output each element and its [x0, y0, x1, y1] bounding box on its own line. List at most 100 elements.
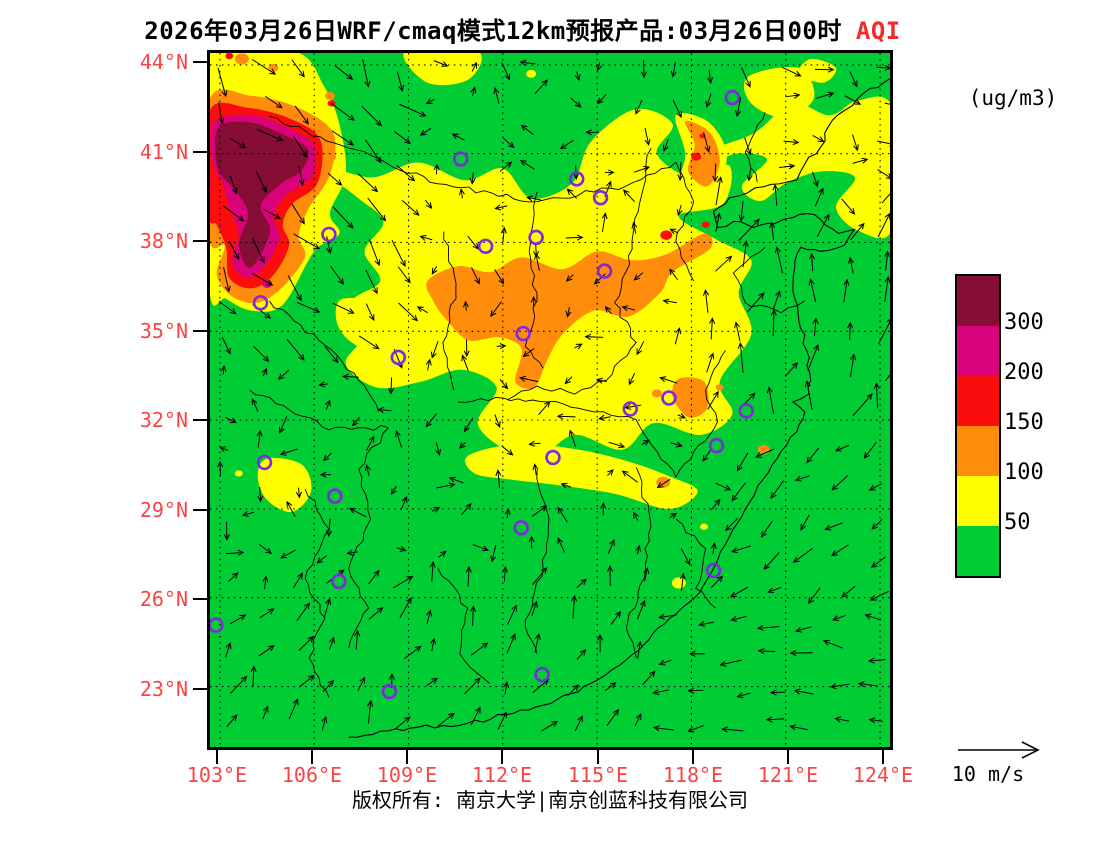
city-marker: [738, 403, 754, 419]
wind-scale-label: 10 m/s: [951, 762, 1025, 786]
lon-tick-label: 124°E: [852, 763, 914, 787]
colorbar-tick-label: 300: [1004, 310, 1044, 335]
aqi-colorbar: [955, 274, 1001, 578]
lon-tick-label: 112°E: [471, 763, 533, 787]
city-marker: [545, 449, 561, 466]
lon-tick: [597, 750, 599, 764]
lat-tick: [193, 61, 207, 63]
aqi-spot-unhealthy: [691, 152, 702, 161]
lon-tick: [406, 750, 408, 764]
aqi-zone-moderate: [257, 457, 312, 513]
colorbar-segment-maroon: [957, 276, 999, 326]
city-marker: [661, 390, 677, 406]
copyright-text: 版权所有: 南京大学|南京创蓝科技有限公司: [351, 788, 749, 812]
aqi-zone-unhealthy-sg: [426, 233, 713, 389]
province-boundary: [675, 161, 695, 282]
province-boundary: [249, 389, 389, 431]
lat-tick: [193, 509, 207, 511]
aqi-zone-moderate: [701, 96, 890, 239]
city-marker: [390, 349, 407, 366]
city-marker: [321, 226, 337, 243]
lat-tick-label: 23°N: [139, 677, 188, 701]
aqi-zone-moderate: [743, 66, 815, 119]
city-marker: [708, 437, 725, 454]
province-boundary: [744, 112, 766, 182]
province-boundary: [269, 300, 379, 413]
lat-tick-label: 38°N: [139, 229, 188, 253]
colorbar-tick-label: 150: [1004, 410, 1044, 435]
aqi-zone-unhealthy-sg: [672, 377, 709, 418]
aqi-zone-moderate: [403, 53, 482, 86]
coastline: [348, 78, 890, 738]
units-label: (ug/m3): [968, 86, 1058, 110]
lat-tick-label: 29°N: [139, 498, 188, 522]
aqi-zone-moderate: [465, 443, 698, 509]
wind-scale-arrow: [958, 741, 1040, 759]
aqi-spot-unhealthy-sg: [715, 384, 724, 391]
lon-tick-label: 103°E: [186, 763, 248, 787]
aqi-spot-moderate: [526, 69, 537, 78]
city-marker: [210, 617, 224, 633]
province-boundary: [675, 518, 716, 609]
province-boundary: [304, 489, 330, 698]
colorbar-tick-label: 50: [1004, 510, 1031, 535]
province-boundary: [524, 469, 550, 654]
province-boundary: [524, 191, 544, 369]
aqi-spot-moderate: [671, 577, 686, 589]
city-marker: [534, 666, 550, 683]
city-marker: [705, 562, 722, 579]
lat-tick: [193, 330, 207, 332]
forecast-map: [207, 50, 893, 750]
lat-tick: [193, 240, 207, 242]
aqi-spot-moderate: [234, 470, 243, 477]
lat-tick-label: 35°N: [139, 319, 188, 343]
lat-tick-label: 26°N: [139, 587, 188, 611]
aqi-zone-unhealthy-sg: [684, 120, 720, 187]
city-marker: [724, 89, 741, 106]
colorbar-tick-label: 100: [1004, 460, 1044, 485]
colorbar-tick-label: 200: [1004, 360, 1044, 385]
city-marker: [453, 151, 469, 167]
lon-tick: [501, 750, 503, 764]
aqi-spot-unhealthy-sg: [323, 151, 336, 162]
city-marker: [252, 295, 269, 311]
aqi-spot-unhealthy: [701, 221, 710, 228]
province-boundary: [732, 246, 805, 314]
lon-tick: [882, 750, 884, 764]
province-boundary: [442, 231, 457, 391]
title-text: 2026年03月26日WRF/cmaq模式12km预报产品:03月26日00时: [144, 17, 842, 45]
aqi-spot-unhealthy: [225, 53, 234, 60]
lat-tick: [193, 419, 207, 421]
colorbar-segment-magenta: [957, 326, 999, 376]
city-marker: [592, 190, 609, 206]
city-marker: [327, 488, 343, 504]
lon-tick-label: 109°E: [376, 763, 438, 787]
city-marker: [596, 263, 613, 279]
city-marker: [622, 401, 639, 417]
aqi-spot-moderate: [700, 523, 709, 530]
city-marker: [256, 454, 273, 471]
city-marker: [477, 238, 494, 255]
aqi-spot-unhealthy-sg: [234, 53, 249, 65]
city-marker: [528, 229, 544, 246]
map-canvas: [210, 53, 890, 747]
lon-tick: [311, 750, 313, 764]
province-boundary: [437, 568, 490, 684]
colorbar-segment-yellow: [957, 476, 999, 526]
aqi-zone-moderate: [797, 58, 837, 83]
pollutant-label: AQI: [855, 17, 901, 45]
lat-tick: [193, 688, 207, 690]
aqi-spot-unhealthy-sg: [268, 63, 279, 72]
city-marker: [513, 520, 529, 536]
colorbar-segment-green: [957, 526, 999, 576]
lat-tick-label: 44°N: [139, 50, 188, 74]
lon-tick-label: 106°E: [281, 763, 343, 787]
province-boundary: [457, 396, 677, 478]
colorbar-segment-orange: [957, 426, 999, 476]
lat-tick-label: 41°N: [139, 140, 188, 164]
province-boundary: [675, 350, 726, 478]
city-marker: [381, 683, 398, 700]
lon-tick-label: 121°E: [757, 763, 819, 787]
city-marker: [569, 171, 585, 187]
lat-tick-label: 32°N: [139, 408, 188, 432]
